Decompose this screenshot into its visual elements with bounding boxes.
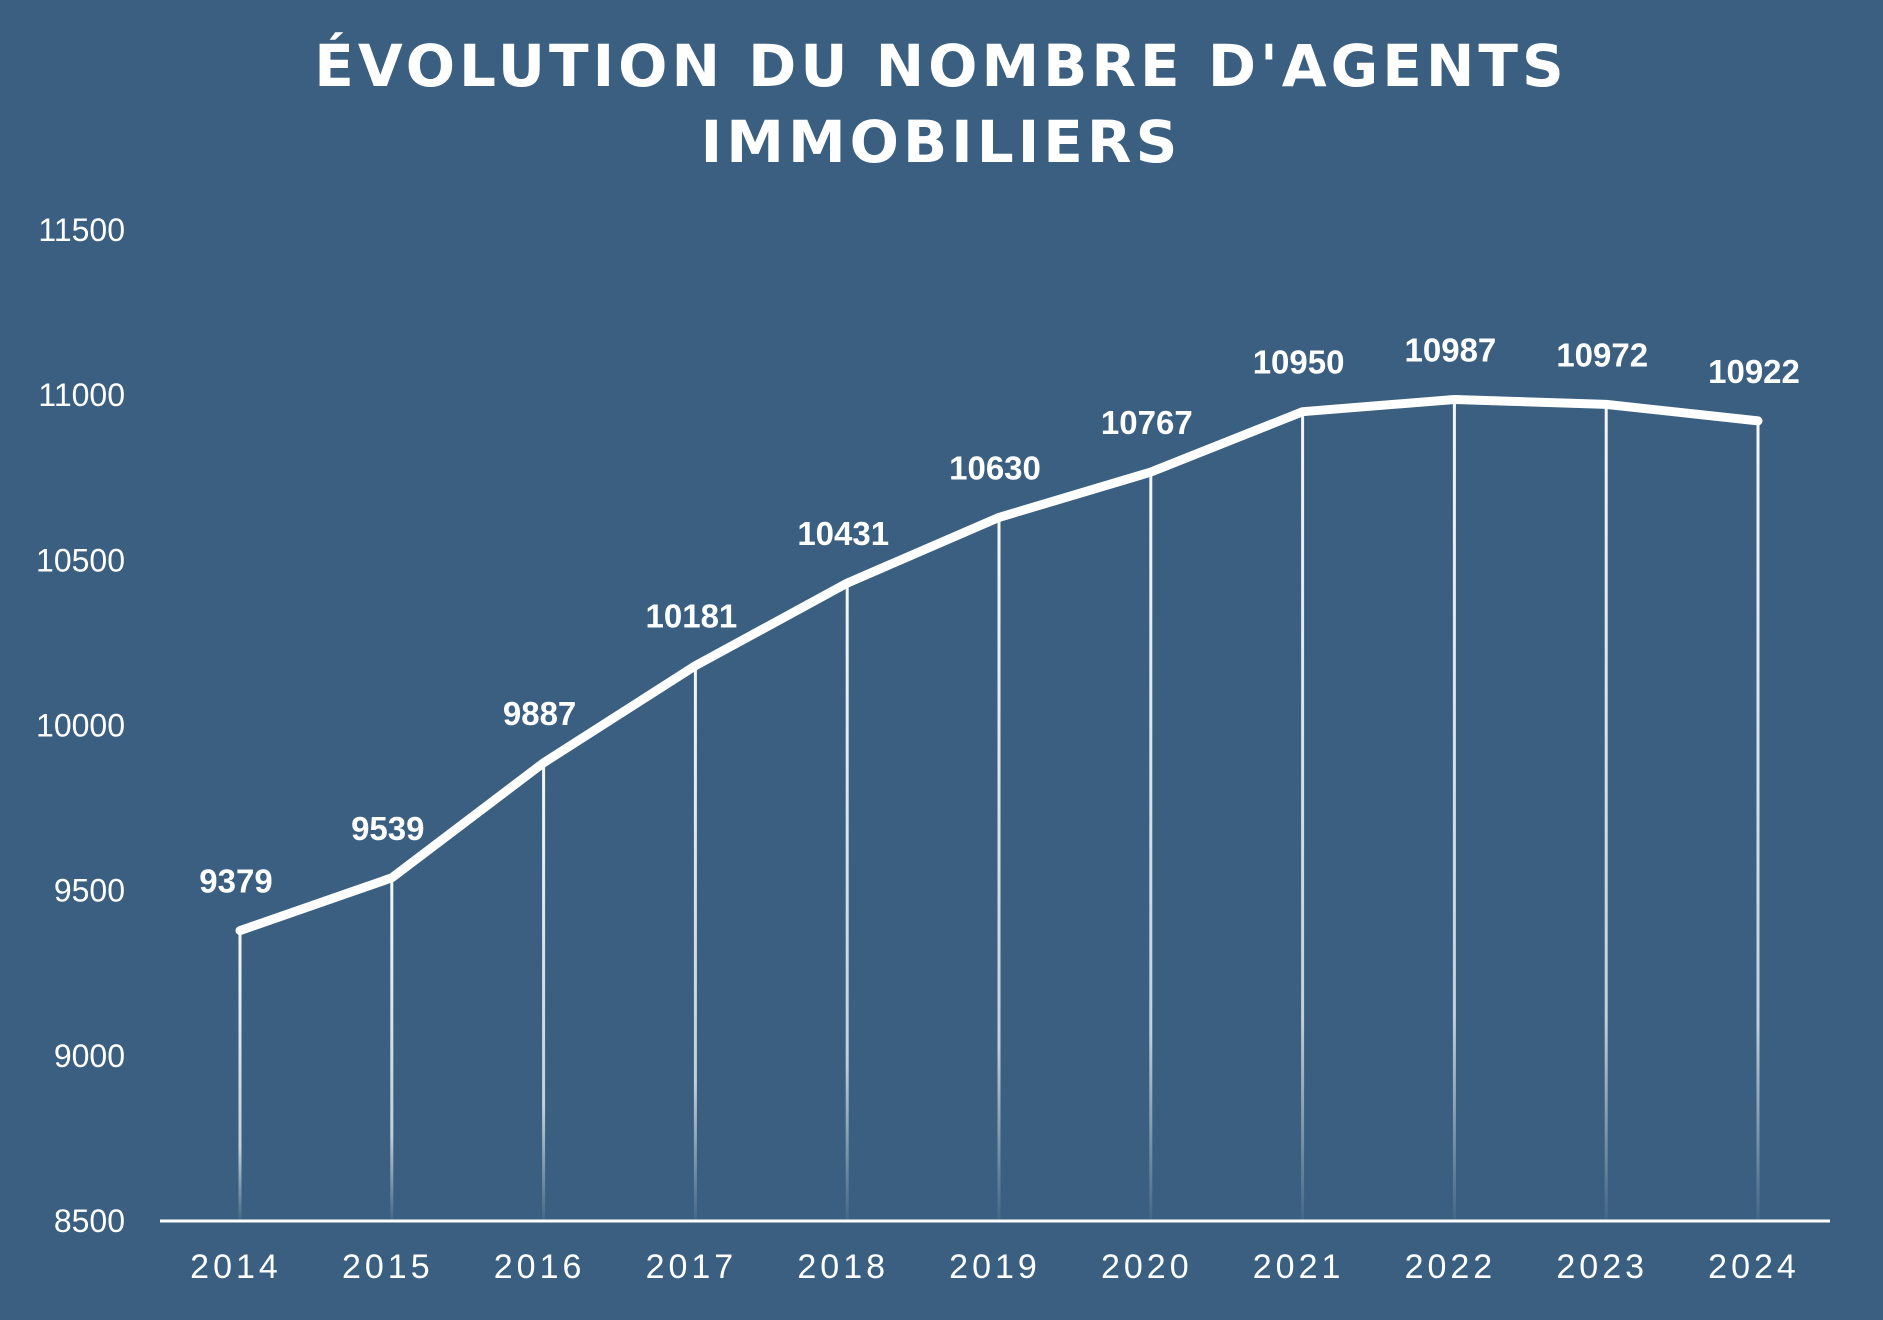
series-line	[235, 395, 1763, 936]
x-tick-label: 2021	[1253, 1248, 1345, 1286]
y-tick-label: 11500	[38, 212, 125, 248]
data-label: 10767	[1101, 404, 1193, 441]
drop-line	[1604, 404, 1608, 1221]
data-label: 10922	[1708, 353, 1800, 390]
data-label: 10987	[1405, 331, 1497, 368]
drop-line	[542, 762, 546, 1221]
drop-line	[390, 877, 394, 1221]
y-tick-label: 11000	[38, 377, 125, 413]
y-axis-tick-labels: 8500 9000 9500 10000 10500 11000 11500	[36, 212, 125, 1239]
data-label: 10972	[1556, 336, 1648, 373]
data-label: 9887	[503, 695, 576, 732]
y-tick-label: 10500	[36, 542, 125, 578]
drop-line	[997, 517, 1001, 1221]
drop-line	[1452, 399, 1456, 1221]
drop-lines	[238, 399, 1760, 1221]
x-tick-label: 2023	[1556, 1248, 1648, 1286]
data-label: 10431	[797, 515, 889, 552]
drop-line	[1301, 411, 1305, 1221]
data-labels: 9379 9539 9887 10181 10431 10630 10767 10950 109…	[199, 331, 1800, 899]
x-tick-label: 2017	[646, 1248, 738, 1286]
y-tick-label: 9000	[54, 1038, 125, 1074]
data-label: 10181	[646, 598, 738, 635]
y-tick-label: 10000	[36, 708, 125, 744]
y-tick-label: 8500	[54, 1203, 125, 1239]
x-tick-label: 2020	[1101, 1248, 1193, 1286]
x-tick-label: 2015	[342, 1248, 434, 1286]
chart-title-line-2: IMMOBILIERS	[701, 108, 1182, 176]
drop-line	[1149, 472, 1153, 1221]
x-tick-label: 2019	[949, 1248, 1041, 1286]
data-label: 10950	[1253, 344, 1345, 381]
x-tick-label: 2022	[1405, 1248, 1497, 1286]
data-label: 9379	[199, 863, 272, 900]
drop-line	[238, 930, 242, 1221]
data-label: 9539	[351, 810, 424, 847]
y-tick-label: 9500	[54, 873, 125, 909]
x-tick-label: 2016	[494, 1248, 586, 1286]
drop-line	[845, 583, 849, 1221]
drop-line	[1756, 420, 1760, 1221]
series-line-group	[235, 395, 1763, 936]
data-label: 10630	[949, 449, 1041, 486]
chart-title: ÉVOLUTION DU NOMBRE D'AGENTS IMMOBILIERS	[314, 31, 1568, 176]
x-tick-label: 2024	[1708, 1248, 1800, 1286]
x-axis-tick-labels: 2014 2015 2016 2017 2018 2019 2020 2021 2022 2023…	[190, 1248, 1800, 1286]
chart-title-line-1: ÉVOLUTION DU NOMBRE D'AGENTS	[314, 31, 1568, 100]
x-tick-label: 2014	[190, 1248, 282, 1286]
drop-line	[693, 665, 697, 1221]
x-tick-label: 2018	[797, 1248, 889, 1286]
